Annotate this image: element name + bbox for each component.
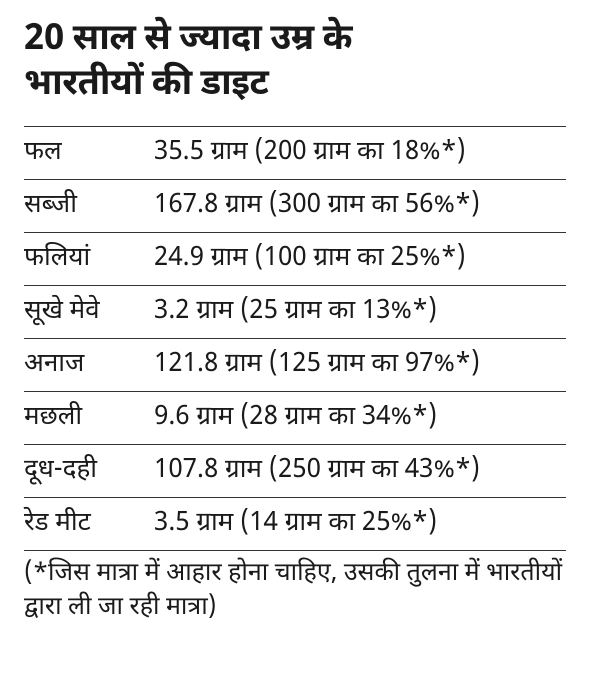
table-row: मछली 9.6 ग्राम (28 ग्राम का 34%*) — [24, 392, 566, 445]
table-row: रेड मीट 3.5 ग्राम (14 ग्राम का 25%*) — [24, 498, 566, 551]
food-value: 121.8 ग्राम (125 ग्राम का 97%*) — [154, 348, 566, 382]
diet-table: फल 35.5 ग्राम (200 ग्राम का 18%*) सब्जी … — [24, 126, 566, 551]
table-row: सब्जी 167.8 ग्राम (300 ग्राम का 56%*) — [24, 180, 566, 233]
food-name: फलियां — [24, 242, 154, 276]
food-value: 9.6 ग्राम (28 ग्राम का 34%*) — [154, 401, 566, 435]
food-name: सब्जी — [24, 189, 154, 223]
food-value: 35.5 ग्राम (200 ग्राम का 18%*) — [154, 136, 566, 170]
food-name: मछली — [24, 401, 154, 435]
food-name: फल — [24, 136, 154, 170]
table-row: अनाज 121.8 ग्राम (125 ग्राम का 97%*) — [24, 339, 566, 392]
table-row: फलियां 24.9 ग्राम (100 ग्राम का 25%*) — [24, 233, 566, 286]
food-name: अनाज — [24, 348, 154, 382]
food-name: सूखे मेवे — [24, 295, 154, 329]
table-row: सूखे मेवे 3.2 ग्राम (25 ग्राम का 13%*) — [24, 286, 566, 339]
page-title: 20 साल से ज्यादा उम्र के भारतीयों की डाइ… — [24, 18, 566, 108]
table-row: फल 35.5 ग्राम (200 ग्राम का 18%*) — [24, 126, 566, 180]
food-value: 3.5 ग्राम (14 ग्राम का 25%*) — [154, 507, 566, 541]
title-line-1: 20 साल से ज्यादा उम्र के — [24, 17, 352, 64]
food-value: 3.2 ग्राम (25 ग्राम का 13%*) — [154, 295, 566, 329]
title-line-2: भारतीयों की डाइट — [24, 62, 268, 109]
footnote-text: (*जिस मात्रा में आहार होना चाहिए, उसकी त… — [24, 551, 566, 627]
food-value: 107.8 ग्राम (250 ग्राम का 43%*) — [154, 454, 566, 488]
table-row: दूध-दही 107.8 ग्राम (250 ग्राम का 43%*) — [24, 445, 566, 498]
food-name: रेड मीट — [24, 507, 154, 541]
food-name: दूध-दही — [24, 454, 154, 488]
food-value: 24.9 ग्राम (100 ग्राम का 25%*) — [154, 242, 566, 276]
food-value: 167.8 ग्राम (300 ग्राम का 56%*) — [154, 189, 566, 223]
